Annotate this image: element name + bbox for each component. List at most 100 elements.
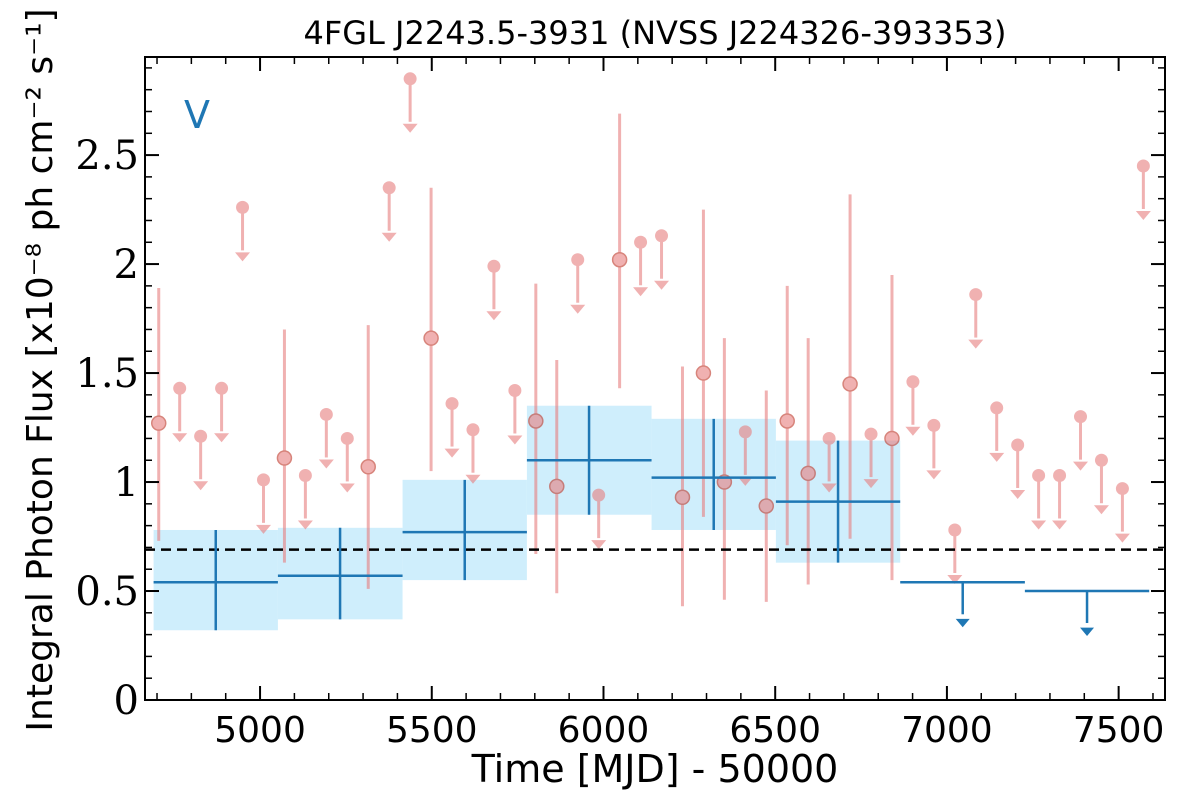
short-bin-upper-limit-point <box>319 407 333 421</box>
short-bin-point <box>800 465 816 482</box>
chart-title: 4FGL J2243.5-3931 (NVSS J224326-393353) <box>303 14 1006 52</box>
short-bin-upper-limit-point <box>906 375 920 389</box>
short-bin-upper-limit-point <box>571 253 585 267</box>
y-tick-label: 1 <box>114 460 139 506</box>
short-bin-upper-limit-point <box>1115 482 1129 496</box>
long-bin-upper-limit-arrow <box>1080 627 1095 637</box>
short-bin-upper-limit-arrow <box>318 459 334 469</box>
x-axis-label: Time [MJD] - 50000 <box>471 747 839 791</box>
short-bin-upper-limit-point <box>298 468 312 482</box>
plot-frame <box>144 56 1166 701</box>
short-bin-upper-limit-arrow <box>486 311 502 321</box>
short-bin-point <box>695 365 712 381</box>
short-bin-upper-limit-point <box>969 288 983 302</box>
short-bin-upper-limit-arrow <box>947 574 963 584</box>
short-bin-upper-limit-point <box>927 418 941 432</box>
short-bin-upper-limit-point <box>236 200 250 214</box>
short-bin-upper-limit-point <box>194 429 208 443</box>
short-bin-upper-limit-arrow <box>297 520 313 530</box>
short-bin-upper-limit-point <box>822 431 836 445</box>
short-bin-upper-limit-arrow <box>214 433 230 443</box>
axes: 5000 5500 6000 6500 7000 7500 0 0.5 1 1.5 2 2.5 <box>75 56 1166 751</box>
short-bin-upper-limit-arrow <box>1135 210 1151 220</box>
short-bin-upper-limit-arrow <box>172 433 188 443</box>
short-bin-point <box>528 413 544 429</box>
short-bin-point <box>674 489 691 506</box>
short-bin-upper-limit-point <box>990 401 1004 415</box>
short-bin-upper-limit-point <box>1032 468 1046 482</box>
short-bin-upper-limit-point <box>1136 159 1150 173</box>
short-bin-upper-limit-point <box>403 72 417 86</box>
short-bin-upper-limit-arrow <box>1052 520 1068 530</box>
short-bin-upper-limit-point <box>382 181 396 195</box>
short-bin-upper-limit-arrow <box>402 123 418 133</box>
x-tick-label: 6500 <box>729 710 821 751</box>
short-bin-upper-limit-arrow <box>1114 533 1130 543</box>
short-bin-point <box>360 459 376 475</box>
short-bin-point <box>549 478 565 495</box>
short-bin-upper-limit-arrow <box>1093 505 1109 515</box>
y-tick-label: 2 <box>114 242 139 288</box>
x-tick-label: 7000 <box>901 710 993 751</box>
plot-area <box>145 72 1165 637</box>
short-bin-upper-limit-arrow <box>989 452 1005 462</box>
short-bin-point <box>758 498 775 514</box>
short-bin-series <box>150 72 1151 607</box>
short-bin-upper-limit-point <box>655 229 669 243</box>
short-bin-upper-limit-arrow <box>591 540 607 550</box>
short-bin-point <box>150 415 167 431</box>
short-bin-upper-limit-point <box>1094 453 1108 467</box>
short-bin-upper-limit-point <box>173 381 187 395</box>
y-axis-label: Integral Photon Flux [x10⁻⁸ ph cm⁻² s⁻¹] <box>20 8 61 731</box>
short-bin-upper-limit-point <box>466 423 480 437</box>
short-bin-upper-limit-arrow <box>381 232 397 242</box>
short-bin-upper-limit-point <box>634 235 648 249</box>
short-bin-upper-limit-arrow <box>235 252 251 262</box>
short-bin-upper-limit-arrow <box>633 287 649 297</box>
x-tick-label: 5500 <box>386 710 478 751</box>
short-bin-upper-limit-point <box>215 381 229 395</box>
short-bin-upper-limit-point <box>1053 468 1067 482</box>
short-bin-upper-limit-point <box>738 425 752 439</box>
short-bin-point <box>611 251 628 268</box>
short-bin-upper-limit-arrow <box>737 476 753 486</box>
panel-annotation: V <box>184 93 210 137</box>
short-bin-upper-limit-point <box>340 431 354 445</box>
short-bin-upper-limit-point <box>592 488 606 502</box>
short-bin-upper-limit-arrow <box>1073 461 1089 471</box>
short-bin-point <box>779 413 795 429</box>
short-bin-upper-limit-point <box>256 473 270 487</box>
y-tick-label: 0 <box>114 678 139 724</box>
short-bin-point <box>423 330 439 346</box>
short-bin-upper-limit-point <box>1011 438 1025 452</box>
short-bin-point <box>276 450 293 466</box>
short-bin-upper-limit-arrow <box>926 470 942 480</box>
short-bin-point <box>842 376 858 392</box>
short-bin-point <box>884 430 900 447</box>
short-bin-upper-limit-arrow <box>465 474 481 484</box>
short-bin-upper-limit-arrow <box>654 280 670 290</box>
short-bin-upper-limit-arrow <box>1031 520 1047 530</box>
short-bin-upper-limit-arrow <box>821 483 837 493</box>
short-bin-upper-limit-arrow <box>339 483 355 493</box>
y-tick-label: 1.5 <box>75 351 139 397</box>
short-bin-upper-limit-arrow <box>863 479 879 489</box>
x-tick-label: 6000 <box>558 710 650 751</box>
short-bin-upper-limit-arrow <box>507 435 523 445</box>
short-bin-upper-limit-point <box>864 427 878 441</box>
short-bin-upper-limit-point <box>487 259 501 273</box>
short-bin-upper-limit-arrow <box>193 481 209 491</box>
x-tick-label: 5000 <box>214 710 306 751</box>
y-tick-label: 0.5 <box>75 569 139 615</box>
short-bin-upper-limit-arrow <box>1010 489 1026 499</box>
short-bin-upper-limit-arrow <box>905 426 921 436</box>
x-tick-label: 7500 <box>1073 710 1165 751</box>
short-bin-upper-limit-arrow <box>255 524 271 534</box>
short-bin-upper-limit-arrow <box>444 448 460 458</box>
y-tick-label: 2.5 <box>75 133 139 179</box>
short-bin-upper-limit-arrow <box>968 339 984 349</box>
short-bin-upper-limit-point <box>445 397 459 411</box>
long-bin-upper-limit-arrow <box>955 618 970 628</box>
short-bin-upper-limit-arrow <box>570 304 586 314</box>
